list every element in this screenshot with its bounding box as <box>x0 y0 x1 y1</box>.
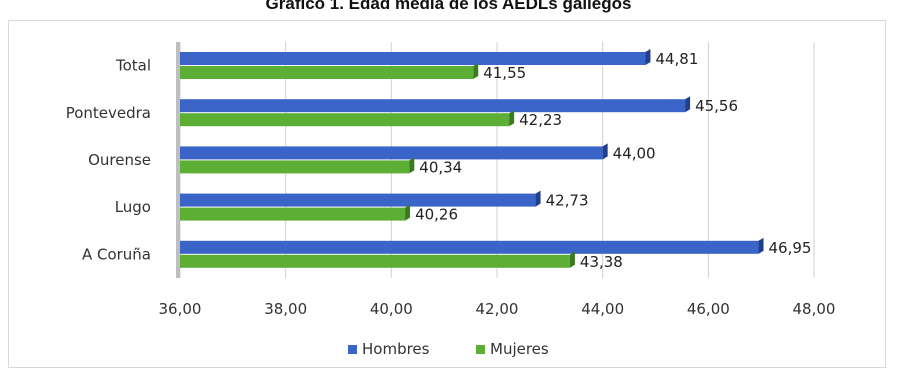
bar-hombres <box>180 99 686 113</box>
bars <box>180 49 764 268</box>
bar-hombres <box>180 193 536 207</box>
legend-swatch <box>476 345 485 354</box>
data-label: 44,81 <box>655 50 698 68</box>
x-tick-label: 40,00 <box>370 300 413 318</box>
data-label: 40,34 <box>419 158 462 176</box>
category-labels: Total Pontevedra Ourense Lugo A Coruña <box>66 57 151 264</box>
bar-cap <box>685 96 691 113</box>
category-label: Lugo <box>115 198 151 216</box>
y-axis-line <box>176 42 180 278</box>
chart-frame <box>8 20 886 368</box>
data-label: 45,56 <box>695 97 738 115</box>
data-label: 46,95 <box>769 239 812 257</box>
data-label: 42,23 <box>519 111 562 129</box>
bar-mujeres <box>180 207 406 221</box>
bar-hombres <box>180 240 759 254</box>
bar-cap <box>509 110 515 127</box>
chart-title: Gráfico 1. Edad media de los AEDLs galle… <box>265 0 632 13</box>
grid-lines <box>176 42 815 278</box>
bar-mujeres <box>180 254 570 268</box>
bar-mujeres <box>180 66 474 79</box>
category-label: Total <box>115 57 151 75</box>
bar-cap <box>535 190 541 207</box>
bar-cap <box>569 251 575 268</box>
x-tick-label: 42,00 <box>476 300 519 318</box>
x-tick-label: 38,00 <box>264 300 307 318</box>
bar-cap <box>645 49 651 65</box>
x-tick-label: 36,00 <box>159 300 202 318</box>
legend-swatch <box>348 345 357 354</box>
bar-cap <box>473 63 479 79</box>
bar-cap <box>758 237 764 254</box>
x-tick-label: 44,00 <box>581 300 624 318</box>
legend: Hombres Mujeres <box>348 340 549 358</box>
x-tick-label: 48,00 <box>793 300 836 318</box>
data-label: 40,26 <box>415 206 458 224</box>
data-label: 42,73 <box>546 192 589 210</box>
bar-hombres <box>180 52 646 65</box>
category-label: A Coruña <box>82 245 151 263</box>
data-label: 44,00 <box>613 144 656 162</box>
data-labels: 44,81 41,55 45,56 42,23 44,00 40,34 42,73 40,26… <box>415 50 811 271</box>
bar-mujeres <box>180 113 510 127</box>
bar-hombres <box>180 146 603 160</box>
bar-cap <box>602 143 608 160</box>
legend-label: Hombres <box>362 340 430 358</box>
category-label: Pontevedra <box>66 104 151 122</box>
x-tick-label: 46,00 <box>687 300 730 318</box>
legend-label: Mujeres <box>490 340 549 358</box>
x-tick-labels: 36,00 38,00 40,00 42,00 44,00 46,00 48,00 <box>159 300 836 318</box>
data-label: 41,55 <box>483 64 526 82</box>
bar-cap <box>409 157 415 174</box>
data-label: 43,38 <box>580 253 623 271</box>
bar-cap <box>405 204 411 221</box>
category-label: Ourense <box>88 151 151 169</box>
bar-mujeres <box>180 160 410 174</box>
